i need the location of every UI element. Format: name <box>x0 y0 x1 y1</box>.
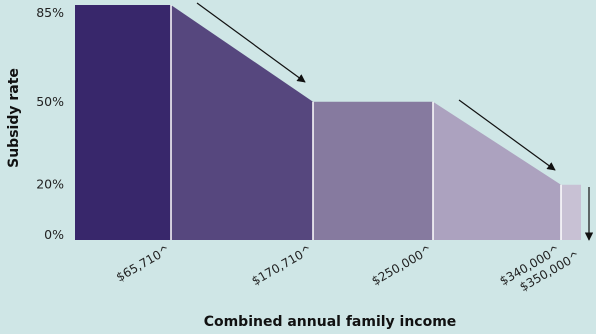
y-tick-label: 20% <box>36 177 64 192</box>
x-axis-ticks: $65,710^ $170,710^ $250,000^ $340,000^$350,… <box>114 242 583 294</box>
trend-arrows <box>196 2 594 241</box>
x-tick-label: $65,710^ <box>114 242 173 284</box>
subsidy-segment-3 <box>313 101 433 240</box>
subsidy-segment-2 <box>171 5 313 240</box>
y-axis-ticks: 85% 50% 20% 0% <box>36 5 64 242</box>
plot-area <box>75 5 581 240</box>
y-tick-label: 50% <box>36 94 64 109</box>
y-tick-label: 85% <box>36 5 64 20</box>
subsidy-segment-5 <box>561 184 581 240</box>
x-tick-label: $250,000^ <box>369 242 434 288</box>
y-axis-title: Subsidy rate <box>6 68 22 168</box>
arrow-down-right <box>196 2 306 83</box>
y-tick-label: 0% <box>44 227 64 242</box>
subsidy-segment-1 <box>75 5 171 240</box>
arrow-down-right <box>458 99 556 171</box>
subsidy-segment-4 <box>433 101 561 240</box>
x-tick-label: $170,710^ <box>249 242 314 288</box>
x-axis-title: Combined annual family income <box>204 314 457 330</box>
